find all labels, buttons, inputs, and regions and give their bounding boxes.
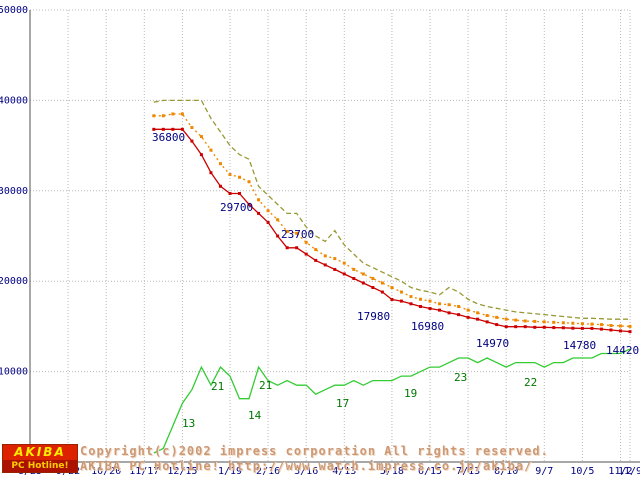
annotation-label: 14420 — [606, 344, 639, 357]
annotation-label: 23700 — [281, 228, 314, 241]
y-tick-label: 30000 — [0, 186, 28, 197]
annotation-label: 23 — [454, 371, 467, 384]
y-tick-label: 10000 — [0, 367, 28, 378]
series-shop-count — [153, 348, 631, 454]
x-tick-label: 7/13 — [456, 466, 480, 477]
x-tick-label: 11/17 — [129, 466, 159, 477]
annotation-label: 21 — [211, 380, 224, 393]
annotation-label: 21 — [259, 379, 272, 392]
annotation-label: 36800 — [152, 131, 185, 144]
x-tick-label: 8/10 — [494, 466, 518, 477]
x-tick-label: 9/7 — [535, 466, 553, 477]
x-tick-label: 11/9 — [618, 466, 640, 477]
annotation-label: 29700 — [220, 201, 253, 214]
series-lowest-price — [152, 127, 632, 334]
x-tick-label: 12/15 — [167, 466, 197, 477]
annotation-label: 19 — [404, 387, 417, 400]
y-tick-label: 50000 — [0, 5, 28, 16]
annotation-label: 17980 — [357, 310, 390, 323]
x-tick-label: 3/16 — [294, 466, 318, 477]
y-tick-label: 20000 — [0, 276, 28, 287]
tick-labels: 10000 20000 30000 40000 50000 8/25 9/22 10/20 11… — [0, 5, 640, 477]
annotation-label: 14780 — [563, 339, 596, 352]
value-annotations: 36800 29700 23700 17980 16980 14970 14780 14420… — [152, 131, 639, 430]
x-tick-label: 10/20 — [91, 466, 121, 477]
annotation-label: 22 — [524, 376, 537, 389]
x-tick-label: 4/13 — [332, 466, 356, 477]
annotation-label: 16980 — [411, 320, 444, 333]
x-tick-label: 6/15 — [418, 466, 442, 477]
annotation-label: 17 — [336, 397, 349, 410]
x-tick-label: 11/2 — [608, 466, 632, 477]
series-average-price — [152, 112, 632, 328]
annotation-label: 13 — [182, 417, 195, 430]
series-highest-price — [153, 99, 630, 320]
axes — [29, 10, 640, 463]
x-tick-label: 10/5 — [570, 466, 594, 477]
x-tick-label: 5/18 — [380, 466, 404, 477]
annotation-label: 14 — [248, 409, 262, 422]
x-tick-label: 9/22 — [56, 466, 80, 477]
grid-lines — [29, 9, 631, 462]
x-tick-label: 8/25 — [18, 466, 42, 477]
annotation-label: 14970 — [476, 337, 509, 350]
y-tick-label: 40000 — [0, 95, 28, 106]
x-tick-label: 1/19 — [218, 466, 242, 477]
x-tick-label: 2/16 — [256, 466, 280, 477]
